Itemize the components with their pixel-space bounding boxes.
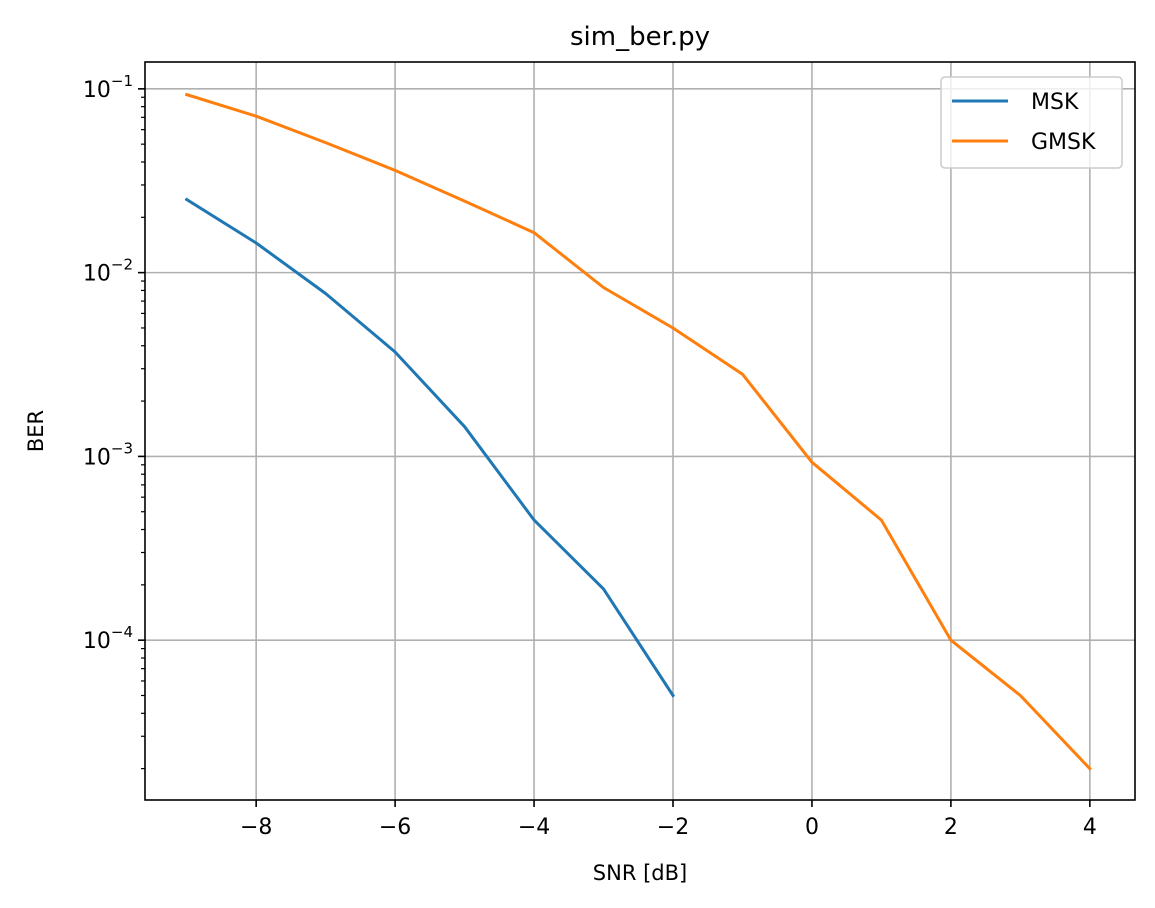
legend-label-gmsk: GMSK [1031,130,1096,155]
x-tick-label: −2 [657,815,689,840]
y-tick-label: 10−3 [83,439,133,470]
plot-frame [144,61,1136,801]
x-tick-label: −8 [240,815,272,840]
chart-title: sim_ber.py [570,22,710,52]
y-axis-label: BER [24,410,48,452]
x-tick-label: −4 [518,815,550,840]
x-tick-label: 2 [944,815,958,840]
legend: MSK GMSK [940,76,1123,169]
series-lines [184,92,1092,771]
x-tick-label: −6 [379,815,411,840]
grid [145,62,1135,800]
x-axis-label: SNR [dB] [593,861,687,885]
axis-ticks: −8 −6 −4 −2 0 2 4 10−1 10−2 10−3 10−4 [83,72,1097,840]
series-line-gmsk [184,92,1092,771]
x-tick-label: 4 [1083,815,1097,840]
y-tick-label: 10−2 [83,256,133,287]
x-tick-label: 0 [805,815,819,840]
legend-label-msk: MSK [1031,90,1079,115]
series-line-msk [184,197,676,698]
y-tick-label: 10−1 [83,72,133,103]
y-tick-label: 10−4 [83,623,133,654]
